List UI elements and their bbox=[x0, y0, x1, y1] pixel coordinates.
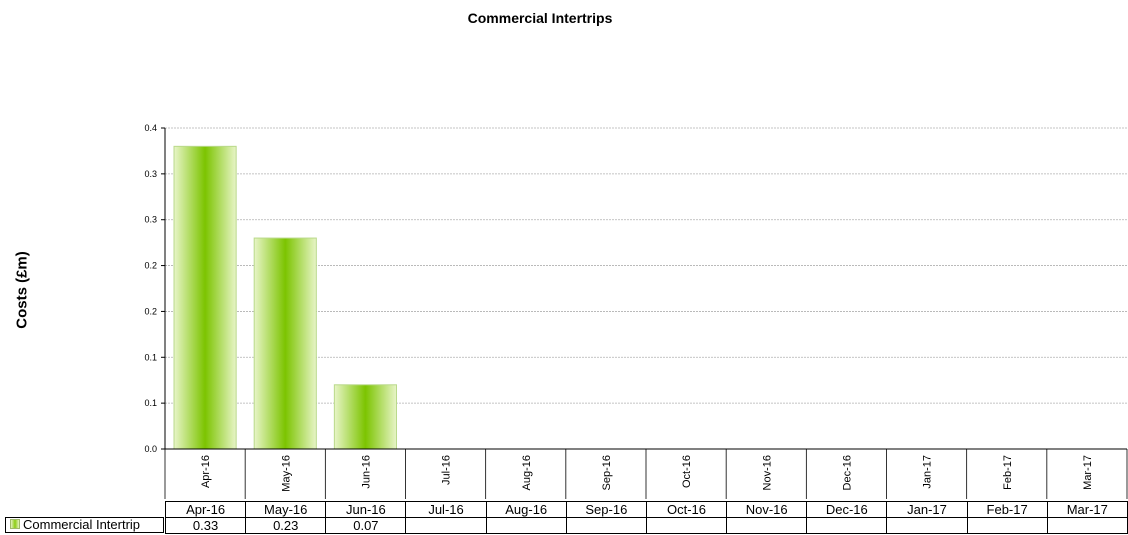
series-name: Commercial Intertrip bbox=[23, 517, 141, 532]
y-tick-label: 0.4 bbox=[144, 123, 157, 133]
bar-may-16 bbox=[253, 237, 317, 450]
series-label-cell: Commercial Intertrip bbox=[5, 517, 164, 533]
table-value-cell bbox=[726, 517, 808, 534]
x-tick-label: Aug-16 bbox=[521, 455, 533, 490]
legend-key-icon bbox=[10, 519, 20, 529]
data-table: Apr-16 May-16 Jun-16 Jul-16 Aug-16 Sep-16 Oct-… bbox=[164, 501, 1128, 534]
table-header-cell: Apr-16 bbox=[164, 501, 247, 518]
x-tick-label: Feb-17 bbox=[1002, 455, 1014, 490]
y-tick-label: 0.0 bbox=[144, 444, 157, 454]
chart-plot: 0.0 0.1 0.1 0.2 0.2 0.3 0.3 0.4 Apr-16 May-16 Jun-… bbox=[144, 123, 1128, 499]
bar-apr-16 bbox=[173, 145, 237, 450]
table-header-cell: Jul-16 bbox=[405, 501, 487, 518]
table-value-cell bbox=[806, 517, 888, 534]
table-header-cell: Nov-16 bbox=[726, 501, 808, 518]
y-tick-label: 0.3 bbox=[144, 169, 157, 179]
table-header-cell: May-16 bbox=[245, 501, 327, 518]
table-header-cell: Dec-16 bbox=[806, 501, 888, 518]
table-value-cell bbox=[1046, 517, 1128, 534]
x-tick-label: May-16 bbox=[280, 455, 292, 492]
table-value-row: 0.33 0.23 0.07 bbox=[164, 517, 1128, 534]
x-tick-label: Dec-16 bbox=[841, 455, 853, 490]
table-header-cell: Feb-17 bbox=[966, 501, 1048, 518]
table-header-cell: Sep-16 bbox=[565, 501, 647, 518]
table-header-cell: Mar-17 bbox=[1046, 501, 1128, 518]
x-tick-label: Apr-16 bbox=[200, 455, 212, 488]
x-tick-label: Oct-16 bbox=[681, 455, 693, 488]
y-tick-label: 0.2 bbox=[144, 306, 157, 316]
table-value-cell bbox=[565, 517, 647, 534]
x-tick-label: Sep-16 bbox=[601, 455, 613, 490]
table-header-row: Apr-16 May-16 Jun-16 Jul-16 Aug-16 Sep-16 Oct-… bbox=[164, 501, 1128, 518]
table-value-cell: 0.07 bbox=[325, 517, 407, 534]
table-value-cell bbox=[966, 517, 1048, 534]
y-tick-label: 0.3 bbox=[144, 215, 157, 225]
x-tick-label: Nov-16 bbox=[761, 455, 773, 490]
y-tick-label: 0.2 bbox=[144, 261, 157, 271]
table-value-cell: 0.23 bbox=[245, 517, 327, 534]
x-tick-label: Jan-17 bbox=[922, 455, 934, 489]
table-header-cell: Oct-16 bbox=[645, 501, 728, 518]
table-value-cell bbox=[405, 517, 487, 534]
table-value-cell bbox=[645, 517, 728, 534]
table-value-cell: 0.33 bbox=[164, 517, 247, 534]
table-header-cell: Aug-16 bbox=[485, 501, 567, 518]
chart-title: Commercial Intertrips bbox=[467, 10, 613, 26]
table-value-cell bbox=[886, 517, 968, 534]
x-tick-label: Jul-16 bbox=[441, 455, 453, 485]
table-header-cell: Jan-17 bbox=[886, 501, 968, 518]
x-tick-label: Jun-16 bbox=[360, 455, 372, 489]
y-tick-label: 0.1 bbox=[144, 352, 157, 362]
y-tick-label: 0.1 bbox=[144, 398, 157, 408]
bar-jun-16 bbox=[333, 384, 397, 450]
x-tick-label: Mar-17 bbox=[1082, 455, 1094, 490]
table-header-cell: Jun-16 bbox=[325, 501, 407, 518]
table-value-cell bbox=[485, 517, 567, 534]
